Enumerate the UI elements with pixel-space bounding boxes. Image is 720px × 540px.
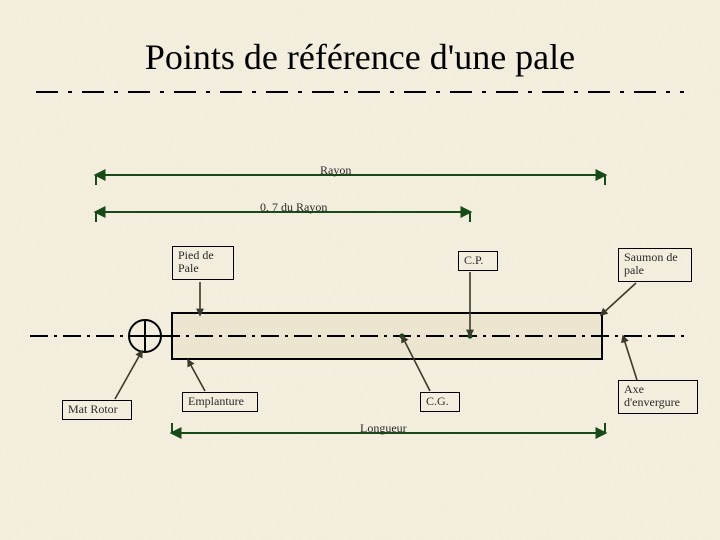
box-cg: C.G. <box>420 392 460 412</box>
box-saumon-de-pale: Saumon depale <box>618 248 692 282</box>
label-rayon: Rayon <box>320 163 351 178</box>
label-rayon-07: 0, 7 du Rayon <box>260 200 327 215</box>
slide-root: Points de référence d'une pale <box>0 0 720 540</box>
box-cp: C.P. <box>458 251 498 271</box>
box-mat-rotor: Mat Rotor <box>62 400 132 420</box>
box-emplanture: Emplanture <box>182 392 258 412</box>
box-axe-envergure: Axed'envergure <box>618 380 698 414</box>
label-longueur: Longueur <box>360 421 407 436</box>
box-pied-de-pale: Pied dePale <box>172 246 234 280</box>
blade-diagram <box>0 0 720 540</box>
rotor-hub-symbol <box>129 320 161 352</box>
